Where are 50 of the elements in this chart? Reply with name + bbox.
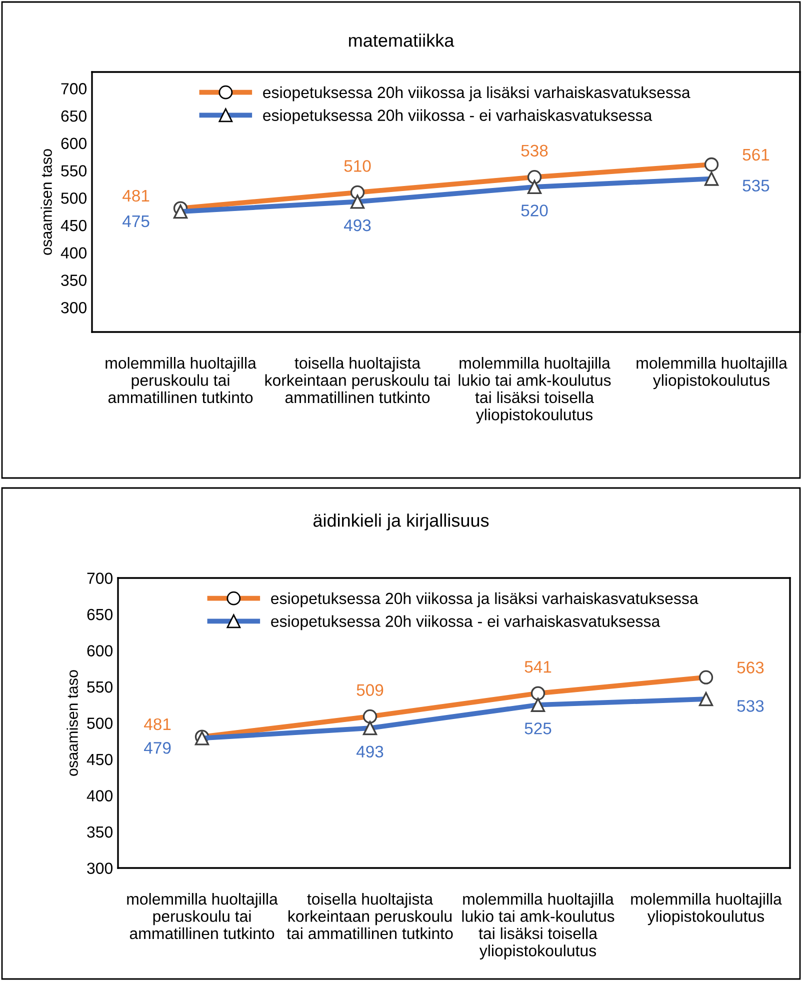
y-tick-label: 450 — [86, 754, 113, 766]
y-tick-label: 350 — [87, 826, 113, 838]
y-tick-label: 550 — [61, 165, 87, 176]
chart-title: matematiikka — [349, 34, 454, 47]
data-label: 535 — [742, 180, 770, 192]
y-tick-label: 700 — [87, 572, 113, 584]
data-label: 520 — [521, 204, 548, 216]
x-tick-label: molemmilla huoltajilla lukio tai amk-koulutus tai lisäksi toisella yliopistokoulutus — [462, 893, 614, 960]
y-axis-title: osaamisen taso — [66, 670, 78, 776]
y-tick-label: 400 — [60, 247, 87, 259]
y-tick-label: 400 — [86, 790, 113, 802]
legend-label: esiopetuksessa 20h viikossa ja lisäksi varhaiskasvatuksessa — [271, 592, 698, 608]
y-tick-label: 650 — [87, 608, 113, 620]
y-tick-label: 550 — [87, 681, 113, 693]
y-tick-label: 500 — [87, 718, 113, 729]
data-label: 493 — [344, 219, 371, 232]
y-tick-label: 300 — [61, 302, 87, 314]
x-tick-label: toisella huoltajista korkeintaan peruskoulu tai ammatillinen tutkinto — [265, 357, 450, 404]
x-tick-label: toisella huoltajista korkeintaan peruskoulu tai ammatillinen tutkinto — [286, 893, 453, 940]
data-label: 481 — [144, 718, 171, 730]
x-tick-label: molemmilla huoltajilla yliopistokoulutus — [631, 893, 782, 926]
y-tick-label: 500 — [61, 192, 87, 204]
data-label: 538 — [521, 144, 548, 157]
legend-label: esiopetuksessa 20h viikossa - ei varhaiskasvatuksessa — [263, 109, 652, 124]
y-tick-label: 700 — [61, 83, 87, 94]
data-label: 561 — [742, 148, 770, 161]
y-tick-label: 600 — [87, 645, 113, 656]
y-tick-label: 300 — [87, 862, 113, 874]
data-label: 475 — [122, 216, 150, 228]
data-label: 481 — [122, 190, 150, 202]
data-label: 479 — [144, 742, 171, 754]
y-axis-title: osaamisen taso — [40, 149, 52, 255]
y-tick-label: 350 — [61, 274, 87, 286]
x-tick-label: molemmilla huoltajilla lukio tai amk-koulutus tai lisäksi toisella yliopistokoulutus — [458, 357, 611, 424]
x-tick-label: molemmilla huoltajilla yliopistokoulutus — [636, 357, 788, 390]
x-tick-label: molemmilla huoltajilla peruskoulu tai ammatillinen tutkinto — [106, 357, 256, 404]
x-tick-label: molemmilla huoltajilla peruskoulu tai ammatillinen tutkinto — [127, 893, 278, 940]
data-label: 493 — [356, 746, 384, 758]
data-label: 541 — [524, 661, 552, 673]
legend-label: esiopetuksessa 20h viikossa - ei varhaiskasvatuksessa — [271, 615, 660, 630]
data-label: 525 — [524, 722, 552, 734]
y-tick-label: 600 — [61, 138, 87, 150]
data-label: 510 — [344, 160, 371, 172]
data-label: 563 — [737, 662, 764, 674]
y-tick-label: 450 — [60, 220, 87, 232]
y-tick-label: 650 — [61, 110, 87, 122]
chart-title: äidinkieli ja kirjallisuus — [313, 514, 489, 530]
data-label: 533 — [737, 700, 764, 712]
legend-label: esiopetuksessa 20h viikossa ja lisäksi varhaiskasvatuksessa — [263, 86, 690, 102]
data-label: 509 — [356, 684, 384, 696]
